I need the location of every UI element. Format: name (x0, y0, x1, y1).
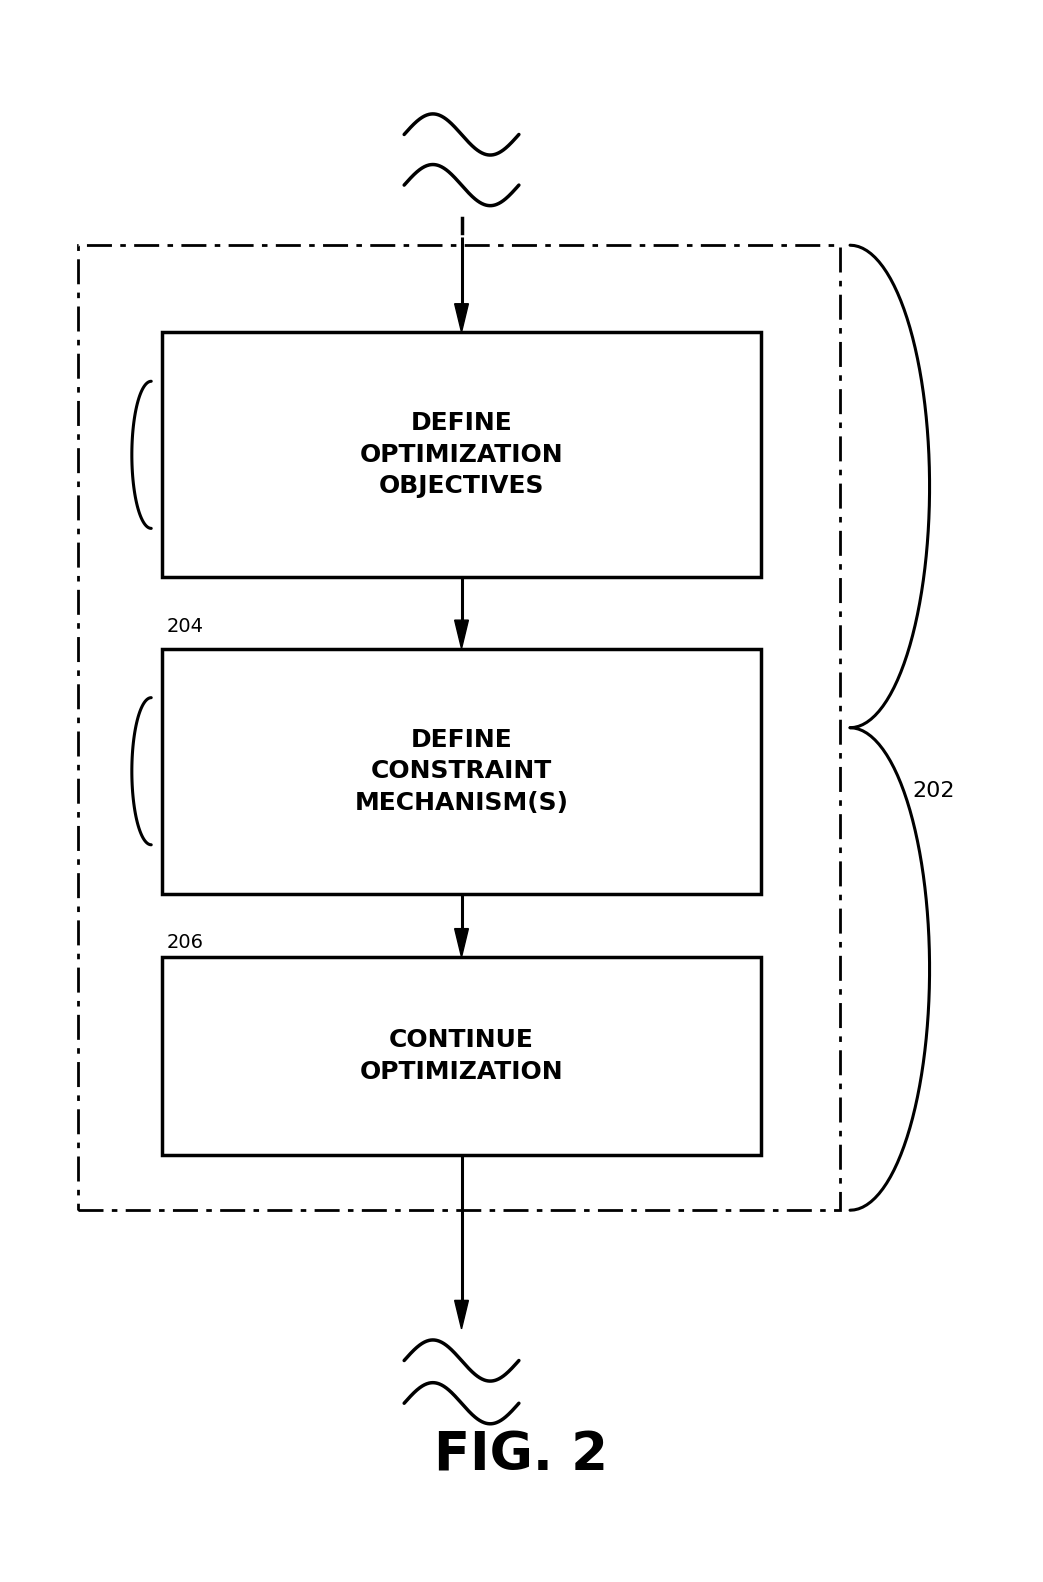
FancyBboxPatch shape (162, 649, 761, 894)
Text: FIG. 2: FIG. 2 (435, 1430, 608, 1481)
Polygon shape (455, 929, 468, 957)
Text: CONTINUE
OPTIMIZATION: CONTINUE OPTIMIZATION (360, 1028, 563, 1084)
Text: 202: 202 (913, 782, 955, 800)
Text: 206: 206 (167, 933, 203, 952)
Text: 204: 204 (167, 617, 203, 636)
FancyBboxPatch shape (162, 332, 761, 577)
FancyBboxPatch shape (162, 957, 761, 1155)
Polygon shape (455, 620, 468, 649)
Polygon shape (455, 304, 468, 332)
Text: DEFINE
CONSTRAINT
MECHANISM(S): DEFINE CONSTRAINT MECHANISM(S) (355, 728, 568, 815)
Bar (78, 245, 840, 1210)
Text: DEFINE
OPTIMIZATION
OBJECTIVES: DEFINE OPTIMIZATION OBJECTIVES (360, 411, 563, 498)
Polygon shape (455, 1300, 468, 1329)
